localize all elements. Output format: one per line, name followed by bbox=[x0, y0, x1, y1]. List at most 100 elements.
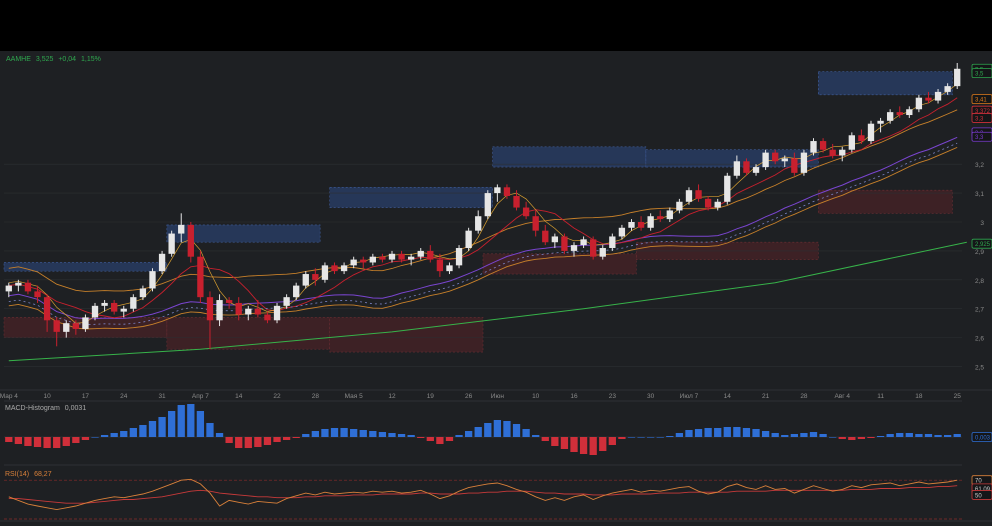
macd-bar bbox=[321, 429, 329, 437]
macd-bar bbox=[599, 437, 607, 451]
macd-bar bbox=[273, 437, 281, 442]
x-tick-label: Мая 5 bbox=[345, 393, 363, 400]
rsi-label: RSI(14) 68,27 bbox=[5, 471, 52, 478]
macd-bar bbox=[350, 429, 358, 437]
macd-pane: 0,003 bbox=[4, 400, 992, 455]
candle-body bbox=[398, 253, 405, 260]
symbol-name: AAMHE bbox=[6, 56, 31, 63]
macd-bar bbox=[311, 431, 319, 437]
macd-bar bbox=[896, 433, 904, 437]
rsi-signal-line bbox=[8, 485, 958, 504]
price-tag-label: 2,925 bbox=[975, 242, 991, 248]
candle-body bbox=[350, 259, 357, 266]
macd-bar bbox=[91, 437, 99, 438]
candle-body bbox=[676, 201, 683, 211]
macd-bar bbox=[359, 430, 367, 437]
macd-bar bbox=[369, 431, 377, 437]
candle-body bbox=[187, 224, 194, 257]
macd-bar bbox=[436, 437, 444, 444]
x-tick-label: 10 bbox=[532, 393, 540, 400]
candle-body bbox=[283, 297, 290, 306]
candle-body bbox=[551, 236, 559, 243]
macd-bar bbox=[829, 437, 837, 438]
candle-body bbox=[829, 149, 836, 156]
candle-body bbox=[53, 320, 60, 332]
rsi-title: RSI(14) bbox=[5, 471, 29, 478]
macd-bar bbox=[407, 435, 415, 437]
candle-body bbox=[695, 190, 702, 199]
price-tag-box bbox=[971, 131, 992, 142]
macd-bar bbox=[148, 421, 157, 437]
zone-supply bbox=[817, 71, 953, 96]
candle-body bbox=[542, 230, 549, 243]
candle-body bbox=[513, 195, 520, 208]
macd-bar bbox=[752, 429, 760, 437]
candle-body bbox=[340, 265, 348, 272]
y-tick-label: 2,9 bbox=[975, 249, 984, 256]
macd-bar bbox=[915, 434, 923, 437]
price-tag-box bbox=[971, 113, 992, 123]
candle-body bbox=[867, 123, 875, 142]
zone-supply bbox=[329, 187, 493, 208]
macd-bar bbox=[694, 429, 703, 437]
rsi-line bbox=[8, 478, 958, 511]
x-tick-label: Авг 4 bbox=[834, 393, 850, 400]
macd-bar bbox=[857, 437, 866, 439]
y-tick-label: 2,6 bbox=[975, 336, 984, 343]
macd-bar bbox=[809, 432, 818, 437]
candle-body bbox=[369, 256, 376, 263]
candle-body bbox=[130, 297, 137, 309]
sma200-line bbox=[8, 241, 967, 362]
candle-body bbox=[637, 222, 645, 228]
macd-bar bbox=[723, 427, 731, 437]
candle-body bbox=[733, 161, 741, 176]
price-change-pct: 1,15% bbox=[81, 56, 101, 63]
lower-band-line bbox=[8, 146, 958, 330]
candle-body bbox=[762, 152, 769, 168]
candle-body bbox=[264, 314, 271, 321]
candle-body bbox=[120, 308, 127, 312]
macd-title: MACD-Histogram bbox=[5, 405, 60, 412]
candle-body bbox=[43, 297, 51, 321]
candle-body bbox=[465, 230, 472, 249]
grid-layer: 3,2 3,1 3 2,9 2,8 2,7 2,6 2,5 bbox=[4, 162, 984, 372]
candle-body bbox=[331, 265, 338, 272]
candle-body bbox=[82, 317, 89, 329]
symbol-label: AAMHE 3,525 +0,04 1,15% bbox=[6, 56, 101, 63]
macd-bar bbox=[512, 424, 521, 437]
x-tick-label: Апр 7 bbox=[192, 393, 209, 400]
candle-body bbox=[772, 152, 779, 162]
rsi-tag-label: 50 bbox=[975, 493, 982, 499]
macd-bar bbox=[714, 428, 722, 437]
macd-bar bbox=[867, 437, 875, 438]
macd-bar bbox=[139, 425, 147, 437]
candle-body bbox=[781, 158, 788, 162]
candle-body bbox=[91, 305, 99, 318]
x-tick-label: 24 bbox=[120, 393, 128, 400]
rsi-tag-label: 70 bbox=[975, 479, 982, 485]
candle-body bbox=[791, 158, 798, 173]
candle-body bbox=[704, 198, 712, 208]
trading-chart[interactable]: 3,23,132,92,82,72,62,5 3,53,53,413,3723,… bbox=[0, 51, 992, 526]
candle-body bbox=[360, 259, 367, 263]
candle-body bbox=[273, 305, 281, 321]
macd-bar bbox=[742, 428, 751, 437]
macd-bar bbox=[235, 437, 243, 448]
zone-supply bbox=[492, 146, 647, 168]
x-tick-label: 23 bbox=[609, 393, 617, 400]
rsi-tag-label: 61,09 bbox=[975, 487, 991, 493]
y-tick-label: 3 bbox=[980, 220, 984, 227]
x-tick-label: 18 bbox=[915, 393, 923, 400]
candle-body bbox=[254, 308, 262, 315]
macd-bar bbox=[589, 437, 597, 455]
chart-svg[interactable]: 3,23,132,92,82,72,62,5 3,53,53,413,3723,… bbox=[0, 51, 992, 526]
candle-body bbox=[446, 265, 453, 272]
candle-body bbox=[293, 285, 300, 298]
zone-demand bbox=[329, 317, 484, 353]
macd-bar bbox=[522, 429, 530, 437]
candle-body bbox=[647, 216, 654, 228]
candle-body bbox=[714, 201, 721, 208]
candle-body bbox=[427, 250, 434, 260]
price-tag-label: 3,3 bbox=[975, 135, 984, 141]
